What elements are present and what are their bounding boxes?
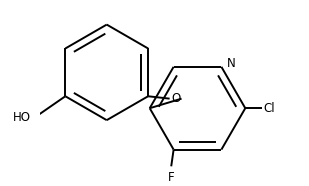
Text: Cl: Cl bbox=[263, 102, 275, 115]
Text: F: F bbox=[168, 171, 175, 184]
Text: O: O bbox=[171, 92, 180, 105]
Text: HO: HO bbox=[13, 111, 31, 124]
Text: N: N bbox=[227, 57, 236, 70]
